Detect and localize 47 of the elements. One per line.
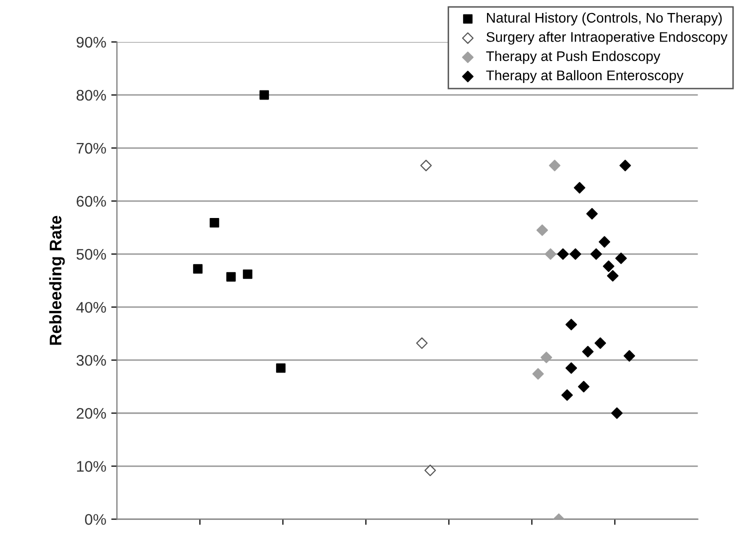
- point: [242, 269, 252, 279]
- point: [210, 218, 220, 228]
- y-tick-label: 90%: [76, 36, 106, 48]
- y-tick-label: 20%: [76, 408, 106, 419]
- point: [578, 380, 590, 392]
- point: [420, 160, 432, 172]
- point: [602, 260, 614, 272]
- point: [540, 352, 552, 364]
- point: [586, 208, 598, 220]
- y-tick-label: 30%: [76, 354, 106, 366]
- legend-label: Therapy at Balloon Enteroscopy: [486, 70, 684, 84]
- point: [260, 90, 269, 100]
- point: [416, 337, 428, 349]
- point: [536, 224, 548, 236]
- point: [424, 464, 436, 476]
- point: [532, 368, 544, 380]
- point: [624, 350, 636, 362]
- point: [598, 236, 610, 248]
- point: [544, 248, 556, 260]
- y-tick-label: 0%: [85, 514, 106, 525]
- point: [557, 248, 569, 260]
- point: [611, 407, 623, 419]
- point: [594, 337, 606, 349]
- point: [548, 160, 560, 172]
- point: [566, 318, 578, 330]
- point: [570, 248, 582, 260]
- point: [276, 363, 286, 373]
- point: [566, 362, 578, 374]
- y-tick-label: 60%: [76, 196, 106, 207]
- point: [582, 346, 594, 358]
- point: [193, 264, 203, 274]
- y-tick-label: 40%: [76, 302, 106, 313]
- legend-label: Therapy at Push Endoscopy: [486, 50, 660, 64]
- y-tick-label: 70%: [76, 142, 106, 154]
- y-tick-label: 10%: [77, 461, 106, 472]
- point: [607, 270, 619, 282]
- legend-label: Surgery after Intraoperative Endoscopy: [486, 32, 728, 45]
- legend-label: Natural History (Controls, No Therapy): [487, 12, 722, 26]
- point: [590, 248, 602, 260]
- point: [226, 272, 236, 282]
- y-tick-label: 80%: [76, 90, 106, 101]
- point: [615, 252, 627, 264]
- point: [561, 389, 573, 401]
- point: [619, 160, 631, 172]
- point: [574, 182, 586, 194]
- y-tick-label: 50%: [76, 248, 106, 260]
- y-axis-title: Rebleeding Rate: [49, 216, 65, 345]
